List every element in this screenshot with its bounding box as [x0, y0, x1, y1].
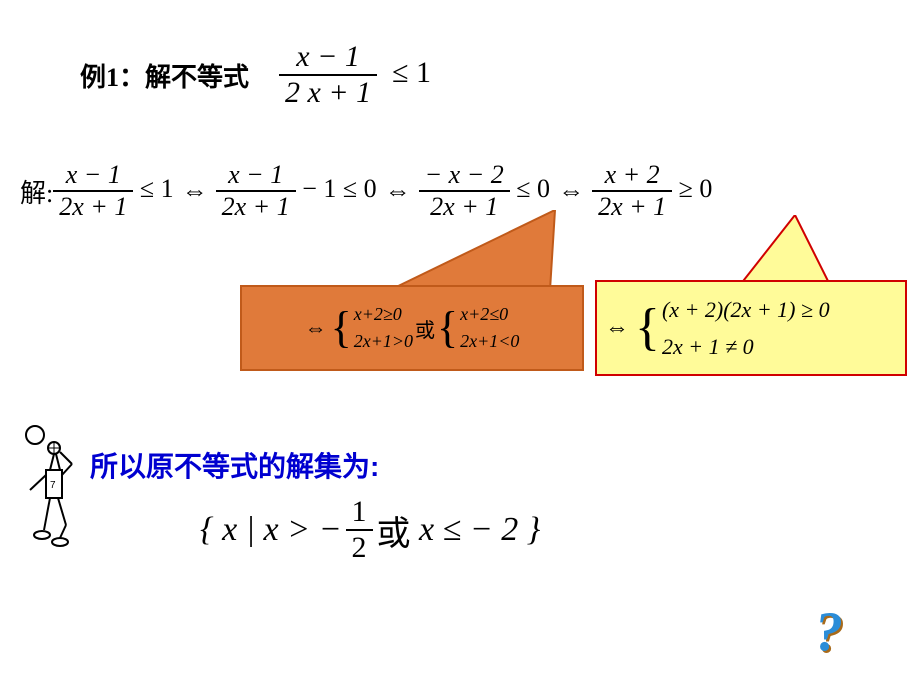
- title-fraction: x − 1 2 x + 1 ≤ 1: [279, 40, 431, 110]
- orange-callout-icon: [380, 210, 580, 290]
- yellow-callout-icon: [720, 215, 860, 285]
- solution-chain: 解: x − 1 2x + 1 ≤ 1 ⇔ x − 1 2x + 1 − 1 ≤…: [20, 160, 712, 222]
- question-mark-icon: ?: [815, 600, 843, 664]
- svg-text:7: 7: [50, 480, 56, 491]
- basketball-player-icon: 7: [10, 420, 90, 550]
- title-label: 例1：解不等式: [80, 57, 249, 94]
- yellow-product-box: ⇔ { (x + 2)(2x + 1) ≥ 0 2x + 1 ≠ 0: [595, 280, 907, 376]
- solution-set: { x | x > − 1 2 或 x ≤ − 2 }: [200, 495, 540, 565]
- conclusion-label: 所以原不等式的解集为:: [90, 445, 379, 485]
- solution-prefix: 解:: [20, 173, 53, 210]
- example-title: 例1：解不等式 x − 1 2 x + 1 ≤ 1: [80, 40, 431, 110]
- orange-case-box: ⇔ { x+2≥0 2x+1>0 或 { x+2≤0 2x+1<0: [240, 285, 584, 371]
